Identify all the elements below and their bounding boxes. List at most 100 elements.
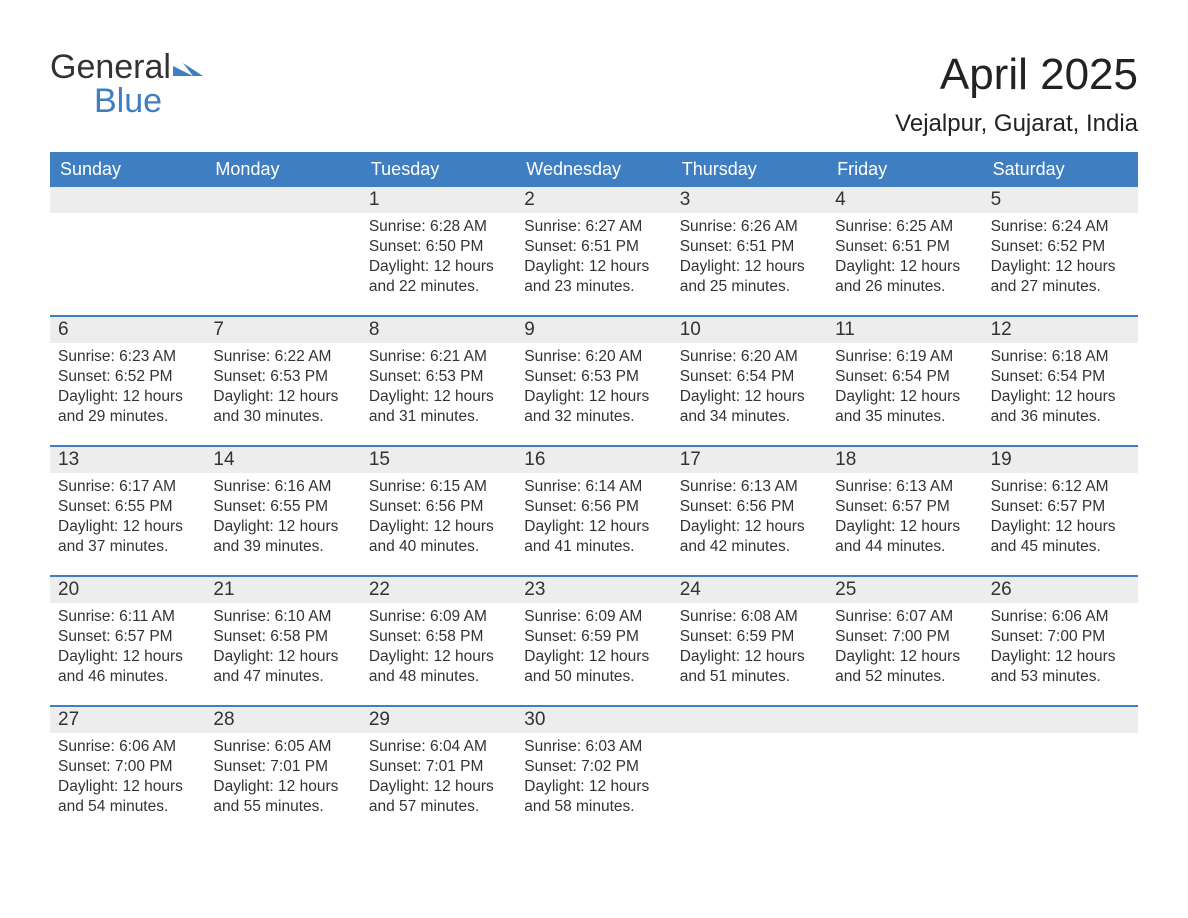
day-body: Sunrise: 6:21 AMSunset: 6:53 PMDaylight:… xyxy=(361,343,516,440)
sunrise-line: Sunrise: 6:12 AM xyxy=(991,477,1130,497)
day-number: 8 xyxy=(361,317,516,343)
daylight-line: Daylight: 12 hours and 37 minutes. xyxy=(58,517,197,557)
daylight-line: Daylight: 12 hours and 25 minutes. xyxy=(680,257,819,297)
day-body: Sunrise: 6:12 AMSunset: 6:57 PMDaylight:… xyxy=(983,473,1138,570)
day-number: 25 xyxy=(827,577,982,603)
day-number: 3 xyxy=(672,187,827,213)
title-block: April 2025 Vejalpur, Gujarat, India xyxy=(895,50,1138,138)
sunrise-line: Sunrise: 6:08 AM xyxy=(680,607,819,627)
day-body: Sunrise: 6:18 AMSunset: 6:54 PMDaylight:… xyxy=(983,343,1138,440)
day-cell: 17Sunrise: 6:13 AMSunset: 6:56 PMDayligh… xyxy=(672,447,827,575)
sunset-line: Sunset: 6:57 PM xyxy=(991,497,1130,517)
week-row: 13Sunrise: 6:17 AMSunset: 6:55 PMDayligh… xyxy=(50,445,1138,575)
day-number: 2 xyxy=(516,187,671,213)
sunset-line: Sunset: 6:56 PM xyxy=(524,497,663,517)
sunset-line: Sunset: 6:53 PM xyxy=(524,367,663,387)
daylight-line: Daylight: 12 hours and 51 minutes. xyxy=(680,647,819,687)
day-body: Sunrise: 6:09 AMSunset: 6:59 PMDaylight:… xyxy=(516,603,671,700)
sunrise-line: Sunrise: 6:06 AM xyxy=(58,737,197,757)
sunrise-line: Sunrise: 6:24 AM xyxy=(991,217,1130,237)
day-number: 18 xyxy=(827,447,982,473)
sunset-line: Sunset: 7:01 PM xyxy=(213,757,352,777)
day-body: Sunrise: 6:28 AMSunset: 6:50 PMDaylight:… xyxy=(361,213,516,310)
sunset-line: Sunset: 6:54 PM xyxy=(991,367,1130,387)
daylight-line: Daylight: 12 hours and 52 minutes. xyxy=(835,647,974,687)
day-body: Sunrise: 6:05 AMSunset: 7:01 PMDaylight:… xyxy=(205,733,360,830)
day-cell: 9Sunrise: 6:20 AMSunset: 6:53 PMDaylight… xyxy=(516,317,671,445)
day-cell: 24Sunrise: 6:08 AMSunset: 6:59 PMDayligh… xyxy=(672,577,827,705)
week-row: 6Sunrise: 6:23 AMSunset: 6:52 PMDaylight… xyxy=(50,315,1138,445)
sunrise-line: Sunrise: 6:09 AM xyxy=(524,607,663,627)
sunrise-line: Sunrise: 6:10 AM xyxy=(213,607,352,627)
logo-general: General xyxy=(50,48,171,86)
day-number: 27 xyxy=(50,707,205,733)
header-row: General Blue April 2025 Vejalpur, Gujara… xyxy=(50,50,1138,138)
day-body: Sunrise: 6:15 AMSunset: 6:56 PMDaylight:… xyxy=(361,473,516,570)
sunrise-line: Sunrise: 6:11 AM xyxy=(58,607,197,627)
day-number: 9 xyxy=(516,317,671,343)
weeks-container: 1Sunrise: 6:28 AMSunset: 6:50 PMDaylight… xyxy=(50,187,1138,835)
day-body: Sunrise: 6:09 AMSunset: 6:58 PMDaylight:… xyxy=(361,603,516,700)
sunset-line: Sunset: 6:52 PM xyxy=(58,367,197,387)
sunrise-line: Sunrise: 6:20 AM xyxy=(680,347,819,367)
calendar: SundayMondayTuesdayWednesdayThursdayFrid… xyxy=(50,152,1138,835)
day-cell: 1Sunrise: 6:28 AMSunset: 6:50 PMDaylight… xyxy=(361,187,516,315)
day-number: 4 xyxy=(827,187,982,213)
sunset-line: Sunset: 6:51 PM xyxy=(524,237,663,257)
day-body: Sunrise: 6:03 AMSunset: 7:02 PMDaylight:… xyxy=(516,733,671,830)
day-body: Sunrise: 6:11 AMSunset: 6:57 PMDaylight:… xyxy=(50,603,205,700)
day-cell: 21Sunrise: 6:10 AMSunset: 6:58 PMDayligh… xyxy=(205,577,360,705)
sunset-line: Sunset: 6:55 PM xyxy=(58,497,197,517)
day-number xyxy=(205,187,360,213)
daylight-line: Daylight: 12 hours and 22 minutes. xyxy=(369,257,508,297)
daylight-line: Daylight: 12 hours and 29 minutes. xyxy=(58,387,197,427)
day-number: 10 xyxy=(672,317,827,343)
day-body: Sunrise: 6:07 AMSunset: 7:00 PMDaylight:… xyxy=(827,603,982,700)
daylight-line: Daylight: 12 hours and 26 minutes. xyxy=(835,257,974,297)
day-body: Sunrise: 6:14 AMSunset: 6:56 PMDaylight:… xyxy=(516,473,671,570)
daylight-line: Daylight: 12 hours and 41 minutes. xyxy=(524,517,663,557)
day-cell: 29Sunrise: 6:04 AMSunset: 7:01 PMDayligh… xyxy=(361,707,516,835)
day-cell: 5Sunrise: 6:24 AMSunset: 6:52 PMDaylight… xyxy=(983,187,1138,315)
daylight-line: Daylight: 12 hours and 35 minutes. xyxy=(835,387,974,427)
location: Vejalpur, Gujarat, India xyxy=(895,110,1138,138)
sunset-line: Sunset: 6:57 PM xyxy=(58,627,197,647)
sunrise-line: Sunrise: 6:14 AM xyxy=(524,477,663,497)
day-cell: 15Sunrise: 6:15 AMSunset: 6:56 PMDayligh… xyxy=(361,447,516,575)
sunrise-line: Sunrise: 6:16 AM xyxy=(213,477,352,497)
day-cell: 2Sunrise: 6:27 AMSunset: 6:51 PMDaylight… xyxy=(516,187,671,315)
day-cell-empty xyxy=(205,187,360,315)
sunrise-line: Sunrise: 6:04 AM xyxy=(369,737,508,757)
sunset-line: Sunset: 6:57 PM xyxy=(835,497,974,517)
sunset-line: Sunset: 6:51 PM xyxy=(835,237,974,257)
sunset-line: Sunset: 6:56 PM xyxy=(369,497,508,517)
day-cell: 19Sunrise: 6:12 AMSunset: 6:57 PMDayligh… xyxy=(983,447,1138,575)
daylight-line: Daylight: 12 hours and 58 minutes. xyxy=(524,777,663,817)
dow-cell: Thursday xyxy=(672,152,827,187)
daylight-line: Daylight: 12 hours and 45 minutes. xyxy=(991,517,1130,557)
day-number: 29 xyxy=(361,707,516,733)
day-number: 26 xyxy=(983,577,1138,603)
sunset-line: Sunset: 6:59 PM xyxy=(524,627,663,647)
sunset-line: Sunset: 6:58 PM xyxy=(213,627,352,647)
sunset-line: Sunset: 6:53 PM xyxy=(213,367,352,387)
day-body: Sunrise: 6:20 AMSunset: 6:54 PMDaylight:… xyxy=(672,343,827,440)
sunset-line: Sunset: 6:59 PM xyxy=(680,627,819,647)
daylight-line: Daylight: 12 hours and 40 minutes. xyxy=(369,517,508,557)
day-number: 21 xyxy=(205,577,360,603)
day-cell: 16Sunrise: 6:14 AMSunset: 6:56 PMDayligh… xyxy=(516,447,671,575)
sunrise-line: Sunrise: 6:07 AM xyxy=(835,607,974,627)
month-title: April 2025 xyxy=(895,50,1138,100)
daylight-line: Daylight: 12 hours and 53 minutes. xyxy=(991,647,1130,687)
day-number: 6 xyxy=(50,317,205,343)
day-number: 13 xyxy=(50,447,205,473)
sunrise-line: Sunrise: 6:23 AM xyxy=(58,347,197,367)
day-cell: 26Sunrise: 6:06 AMSunset: 7:00 PMDayligh… xyxy=(983,577,1138,705)
day-number: 20 xyxy=(50,577,205,603)
dow-cell: Sunday xyxy=(50,152,205,187)
day-body: Sunrise: 6:06 AMSunset: 7:00 PMDaylight:… xyxy=(983,603,1138,700)
daylight-line: Daylight: 12 hours and 32 minutes. xyxy=(524,387,663,427)
sunset-line: Sunset: 6:50 PM xyxy=(369,237,508,257)
day-body: Sunrise: 6:25 AMSunset: 6:51 PMDaylight:… xyxy=(827,213,982,310)
sunrise-line: Sunrise: 6:18 AM xyxy=(991,347,1130,367)
